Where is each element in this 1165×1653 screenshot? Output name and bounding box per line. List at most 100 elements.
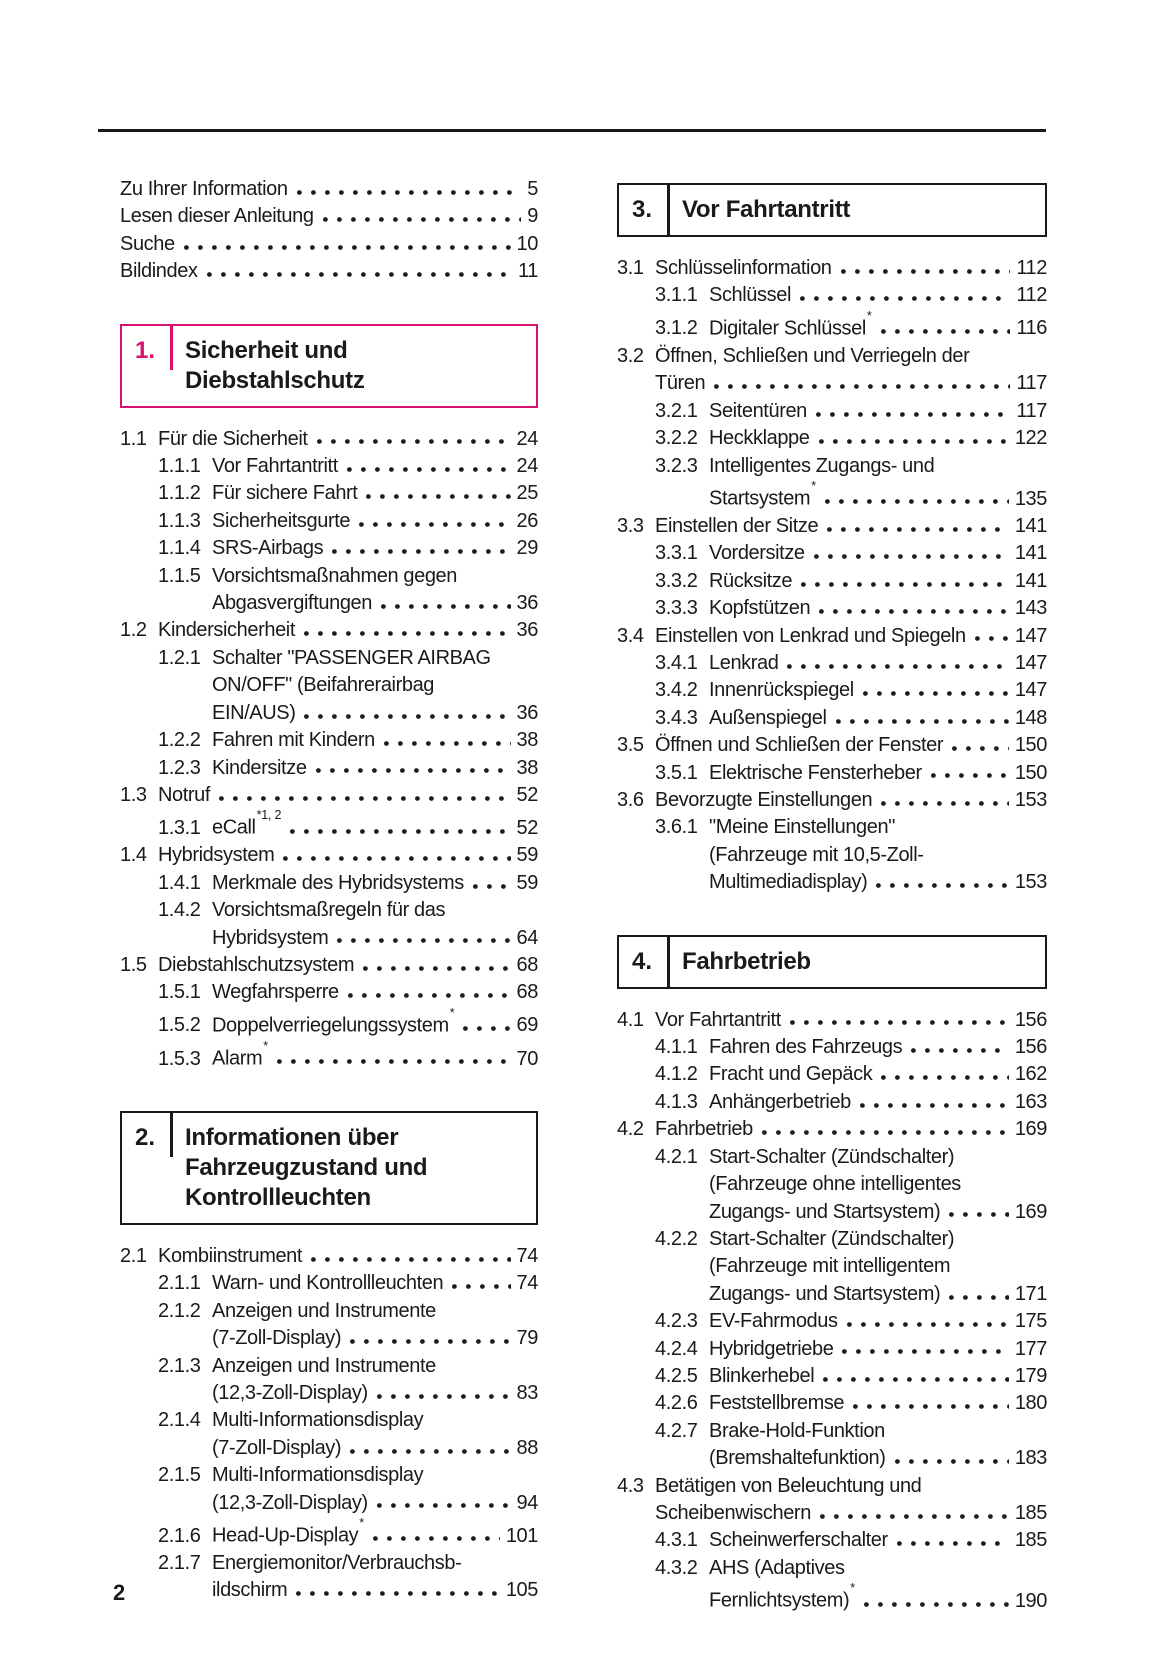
toc-entry: 2.1.3 Anzeigen und Instrumente (12,3-Zoll-… — [120, 1353, 538, 1408]
toc-entry: 1.5.2 Doppelverriegelungssystem* 69 — [120, 1006, 538, 1040]
toc-entry-line: 2.1.2 Anzeigen und Instrumente — [120, 1298, 538, 1325]
toc-entry: 1.1.2 Für sichere Fahrt 25 — [120, 480, 538, 507]
toc-entry-line: 1.5 Diebstahlschutzsystem 68 — [120, 952, 538, 979]
footnote-marker: * — [850, 1581, 855, 1596]
entry-number: 4.2.4 — [655, 1337, 698, 1360]
entry-title: Kombiinstrument — [158, 1244, 303, 1267]
entry-number: 1.4 — [120, 844, 147, 867]
toc-entry-line: Zugangs- und Startsystem) 169 — [617, 1199, 1047, 1226]
toc-entry-line: 3.4.3 Außenspiegel 148 — [617, 705, 1047, 732]
chapter-number: 4. — [632, 947, 653, 975]
toc-entry-line: Zu Ihrer Information 5 — [120, 176, 538, 203]
entry-number: 2.1.1 — [158, 1272, 201, 1295]
toc-entry-line: 3.1.2 Digitaler Schlüssel* 116 — [617, 308, 1047, 343]
toc-entry-line: 4.2.2 Start-Schalter (Zündschalter) — [617, 1226, 1047, 1253]
dot-leader — [949, 1212, 1009, 1218]
entry-number: 1.5.1 — [158, 981, 201, 1004]
entry-number: 3.2.1 — [655, 399, 698, 422]
page-ref: 26 — [516, 509, 539, 532]
dot-leader — [322, 217, 522, 223]
entry-title: Feststellbremse — [709, 1392, 845, 1415]
toc-entry-line: 1.5.2 Doppelverriegelungssystem* 69 — [120, 1006, 538, 1040]
chapter-box-4: 4. Fahrbetrieb — [617, 934, 1047, 989]
page-ref: 10 — [516, 232, 539, 255]
toc-entry: 3.5 Öffnen und Schließen der Fenster 150 — [617, 732, 1047, 759]
entry-number: 4.3 — [617, 1474, 644, 1497]
toc-entry-line: 2.1.6 Head-Up-Display* 101 — [120, 1516, 538, 1550]
entry-number: 3.4.3 — [655, 706, 698, 729]
toc-entry-line: 3.2.3 Intelligentes Zugangs- und — [617, 453, 1047, 480]
toc-list: 3.1 Schlüsselinformation 112 3.1.1 Schlüssel… — [617, 255, 1047, 897]
entry-title: Schlüsselinformation — [655, 257, 832, 279]
dot-leader — [789, 1020, 1009, 1026]
entry-number: 3.6 — [617, 789, 644, 812]
toc-entry: 3.3.2 Rücksitze 141 — [617, 568, 1047, 595]
page-ref: 147 — [1014, 652, 1048, 674]
entry-number: 3.5 — [617, 734, 644, 757]
entry-title: Fahren des Fahrzeugs — [709, 1036, 903, 1059]
toc-entry-line: Hybridsystem 64 — [120, 925, 538, 952]
page-ref: 74 — [516, 1272, 539, 1295]
chapter-box-divider — [170, 325, 173, 370]
toc-entry-line: 2.1.5 Multi-Informationsdisplay — [120, 1462, 538, 1489]
entry-number: 4.1 — [617, 1008, 644, 1031]
toc-entry-line: 1.3.1 eCall*1, 2 52 — [120, 808, 538, 842]
dot-leader — [463, 1026, 511, 1032]
toc-entry-line: 2.1.4 Multi-Informationsdisplay — [120, 1407, 538, 1434]
entry-number: 2.1.5 — [158, 1464, 201, 1487]
dot-leader — [813, 554, 1009, 560]
toc-entry: 3.1 Schlüsselinformation 112 — [617, 255, 1047, 282]
toc-entry-line: 1.1.3 Sicherheitsgurte 26 — [120, 508, 538, 535]
page-ref: 79 — [516, 1327, 539, 1350]
dot-leader — [819, 1513, 1009, 1519]
toc-entry: 4.2.3 EV-Fahrmodus 175 — [617, 1308, 1047, 1335]
dot-leader — [840, 268, 1011, 274]
toc-entry-line: 4.3.1 Scheinwerferschalter 185 — [617, 1527, 1047, 1554]
toc-entry-line: 4.3.2 AHS (Adaptives — [617, 1555, 1047, 1582]
entry-number: 3.2.3 — [655, 454, 698, 477]
dot-leader — [952, 746, 1009, 752]
toc-entry: 3.4.3 Außenspiegel 148 — [617, 705, 1047, 732]
toc-entry: 4.3 Betätigen von Beleuchtung und Scheiben… — [617, 1473, 1047, 1528]
entry-title: Bevorzugte Einstellungen — [655, 789, 873, 812]
page-ref: 156 — [1014, 1036, 1048, 1059]
dot-leader — [714, 384, 1011, 390]
page-ref: 141 — [1014, 569, 1048, 592]
entry-title: Betätigen von Beleuchtung und — [655, 1474, 922, 1497]
toc-entry: 3.3.3 Kopfstützen 143 — [617, 595, 1047, 622]
toc-entry-line: Türen 117 — [617, 370, 1047, 397]
dot-leader — [383, 740, 511, 747]
entry-number: 3.1.2 — [655, 317, 698, 340]
entry-title: (12,3-Zoll-Display) — [212, 1381, 368, 1404]
dot-leader — [315, 768, 511, 774]
toc-list: 2.1 Kombiinstrument 74 2.1.1 Warn- und Kontr… — [120, 1243, 538, 1605]
dot-leader — [283, 856, 511, 862]
entry-title: Abgasvergiftungen — [212, 592, 372, 615]
page-ref: 177 — [1014, 1337, 1048, 1360]
page-ref: 175 — [1014, 1310, 1048, 1333]
dot-leader — [819, 609, 1009, 615]
page-ref: 143 — [1014, 597, 1048, 620]
dot-leader — [304, 713, 511, 719]
entry-title: Bildindex — [120, 260, 198, 283]
footnote-marker: * — [866, 308, 872, 323]
toc-entry: 1.2.3 Kindersitze 38 — [120, 755, 538, 782]
chapter-box-2: 2. Informationen über Fahrzeugzustand und K… — [120, 1110, 538, 1225]
toc-entry: 1.1.1 Vor Fahrtantritt 24 — [120, 453, 538, 480]
toc-entry-line: 1.1.4 SRS-Airbags 29 — [120, 535, 538, 562]
dot-leader — [296, 1591, 500, 1597]
entry-title: Energiemonitor/Verbrauchsb- — [212, 1552, 462, 1575]
toc-entry-line: 4.1.1 Fahren des Fahrzeugs 156 — [617, 1034, 1047, 1061]
page-ref: 52 — [516, 783, 539, 806]
toc-entry: 1.2.1 Schalter "PASSENGER AIRBAG ON/OFF" (… — [120, 645, 538, 727]
dot-leader — [332, 549, 511, 555]
toc-entry-line: 4.3 Betätigen von Beleuchtung und — [617, 1473, 1047, 1500]
entry-title: Für die Sicherheit — [158, 427, 308, 450]
toc-entry-line: 3.2.1 Seitentüren 117 — [617, 398, 1047, 425]
entry-number: 1.5.3 — [158, 1047, 201, 1070]
toc-entry-line: 2.1.1 Warn- und Kontrollleuchten 74 — [120, 1270, 538, 1297]
toc-entry-line: Scheibenwischern 185 — [617, 1500, 1047, 1527]
entry-title: eCall*1, 2 — [212, 808, 282, 839]
entry-title: Türen — [655, 372, 706, 395]
entry-title: (12,3-Zoll-Display) — [212, 1491, 368, 1514]
